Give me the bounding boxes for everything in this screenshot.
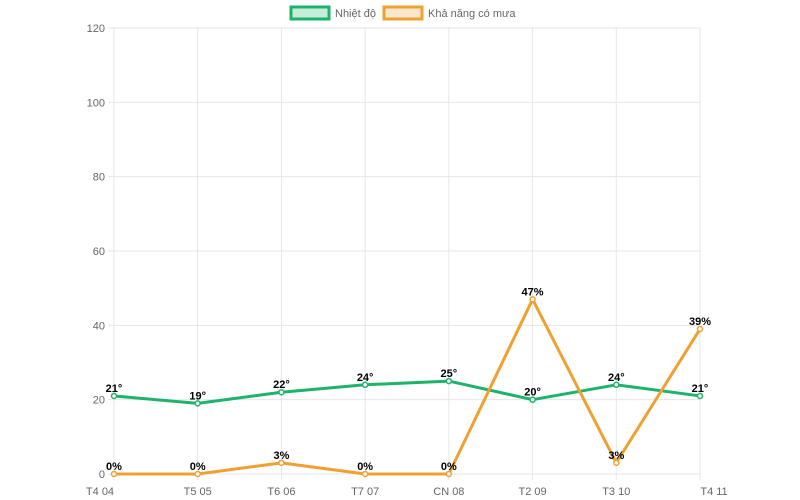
data-label: 39% [689,316,711,328]
data-label: 0% [190,461,206,473]
data-label: 20° [524,387,541,399]
data-point [278,388,285,396]
x-tick-label: T2 09 [519,486,547,498]
data-point [361,381,369,389]
x-tick-label: T4 11 [700,486,727,498]
data-label: 24° [608,372,625,384]
data-label: 0% [441,461,457,473]
data-label: 0% [106,461,122,473]
series-line-1 [114,297,702,476]
data-label: 21° [692,383,709,395]
y-axis: 0 20 40 60 80 100 120 [87,23,105,481]
data-point [278,459,285,467]
data-point [613,459,620,467]
legend-swatch [289,5,331,21]
data-label: 3% [608,450,624,462]
data-point [529,396,536,403]
series-line-0 [113,379,701,405]
legend-label: Nhiệt độ [335,8,376,20]
x-tick-label: T7 07 [351,486,379,498]
data-point [696,325,704,333]
data-point [110,392,118,400]
data-label: 19° [189,390,206,402]
data-point [194,400,201,407]
data-point [445,377,453,385]
series-layer [110,296,704,478]
y-tick-label: 20 [93,395,105,407]
y-tick-label: 0 [99,469,105,481]
data-label: 47% [522,286,544,298]
data-point [613,381,620,389]
y-tick-label: 100 [87,97,105,109]
x-tick-label: T3 10 [602,486,630,498]
x-tick-label: T6 06 [267,486,295,498]
x-tick-label: T5 05 [184,486,212,498]
y-tick-label: 40 [93,320,105,332]
y-tick-label: 120 [87,23,105,35]
data-label: 3% [273,450,289,462]
x-tick-label: T4 04 [86,486,114,498]
x-tick-label: CN 08 [433,486,464,498]
data-label: 24° [357,372,374,384]
y-tick-label: 80 [93,172,105,184]
data-label: 0% [357,461,373,473]
y-tick-label: 60 [93,246,105,258]
data-point [529,296,536,303]
data-point [361,470,369,478]
grid [108,27,701,480]
data-point [194,470,201,478]
data-point [696,392,704,400]
data-point [445,470,453,478]
data-label: 22° [273,379,290,391]
legend-label: Khả năng có mưa [428,8,516,20]
data-label: 25° [441,368,458,380]
legend-swatch [382,5,424,21]
data-labels: 21° 19° 22° 24° 25° 20° 24° 21° 0% 0% 3% 0% 0% 47% 3% 3… [106,286,712,473]
x-axis: T4 04 T5 05 T6 06 T7 07 CN 08 T2 09 T3 10 T4 11 [86,486,728,498]
data-point [110,470,118,478]
legend: Nhiệt độ Khả năng có mưa [289,5,516,21]
data-label: 21° [106,383,123,395]
